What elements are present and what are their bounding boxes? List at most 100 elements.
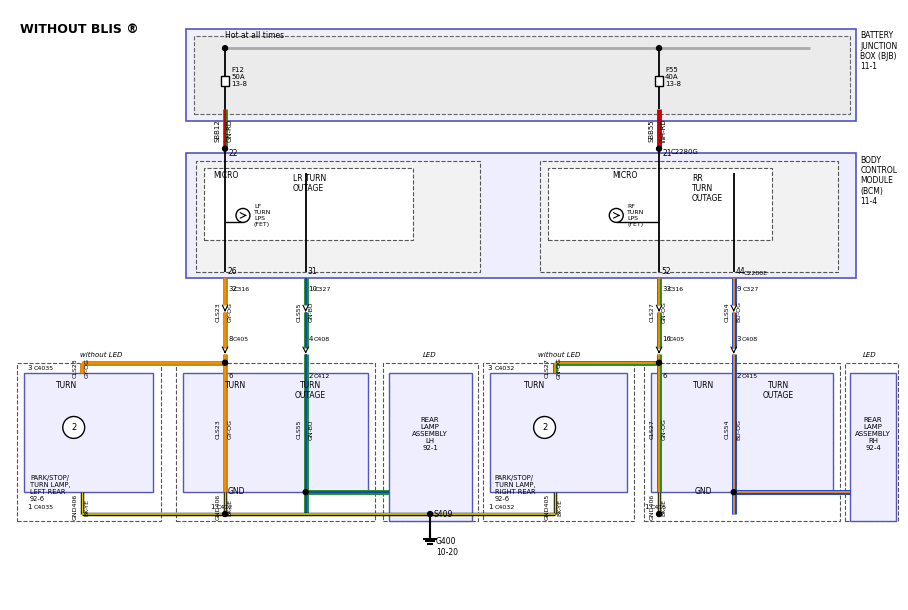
Bar <box>548 168 772 240</box>
Text: C408: C408 <box>742 337 758 342</box>
Text: Hot at all times: Hot at all times <box>225 31 284 40</box>
Text: C327: C327 <box>743 287 759 292</box>
Text: BK-YE: BK-YE <box>84 498 89 515</box>
Text: GN-RD: GN-RD <box>227 119 233 142</box>
Text: GY-OG: GY-OG <box>228 420 232 439</box>
Text: GN-BU: GN-BU <box>308 302 313 322</box>
Text: 9: 9 <box>736 286 741 292</box>
Circle shape <box>63 417 84 439</box>
Text: CLS27: CLS27 <box>545 358 550 378</box>
Bar <box>186 29 856 121</box>
Text: GND406: GND406 <box>649 494 655 520</box>
Text: 2: 2 <box>309 373 313 379</box>
Text: 1: 1 <box>27 504 32 510</box>
Text: GND405: GND405 <box>545 494 550 520</box>
Text: C4035: C4035 <box>34 505 54 510</box>
Text: 3: 3 <box>736 336 741 342</box>
Text: CLS23: CLS23 <box>215 420 221 439</box>
Text: 2: 2 <box>71 423 76 432</box>
Text: 31: 31 <box>308 267 317 276</box>
Bar <box>845 363 898 521</box>
Text: TURN: TURN <box>693 381 715 390</box>
Bar <box>186 152 856 278</box>
Text: 52: 52 <box>661 267 671 276</box>
Text: GN-OG: GN-OG <box>662 301 666 323</box>
Text: TURN
OUTAGE: TURN OUTAGE <box>295 381 326 400</box>
Text: 1: 1 <box>488 504 492 510</box>
Text: BK-YE: BK-YE <box>662 498 666 515</box>
Text: C316: C316 <box>234 287 250 292</box>
Text: BU-OG: BU-OG <box>736 301 741 323</box>
Text: C405: C405 <box>669 337 686 342</box>
Text: SBB55: SBB55 <box>648 120 654 142</box>
Text: PARK/STOP/
TURN LAMP,
RIGHT REAR
92-6: PARK/STOP/ TURN LAMP, RIGHT REAR 92-6 <box>495 475 536 502</box>
Text: LF
TURN
LPS
(FET): LF TURN LPS (FET) <box>254 204 271 226</box>
Bar <box>176 363 375 521</box>
Circle shape <box>428 512 432 517</box>
Text: BK-YE: BK-YE <box>557 498 562 515</box>
Text: GND406: GND406 <box>215 494 221 520</box>
Bar <box>194 36 850 114</box>
Text: CLS27: CLS27 <box>649 420 655 439</box>
Text: LR TURN
OUTAGE: LR TURN OUTAGE <box>292 174 326 193</box>
Circle shape <box>656 146 662 151</box>
Text: WITHOUT BLIS ®: WITHOUT BLIS ® <box>20 23 139 36</box>
Bar <box>651 373 834 492</box>
Text: GY-OG: GY-OG <box>228 302 232 322</box>
Bar <box>390 373 472 521</box>
Text: C2280E: C2280E <box>744 271 767 276</box>
Text: 44: 44 <box>735 267 745 276</box>
Text: C4032: C4032 <box>495 366 515 371</box>
Circle shape <box>222 146 228 151</box>
Text: MICRO: MICRO <box>213 171 239 179</box>
Text: G400
10-20: G400 10-20 <box>436 537 458 556</box>
Text: BK-YE: BK-YE <box>228 498 232 515</box>
Text: CLS55: CLS55 <box>296 420 301 439</box>
Circle shape <box>303 490 308 495</box>
Text: C412: C412 <box>217 505 233 510</box>
Text: 1: 1 <box>210 504 214 510</box>
Bar <box>489 373 627 492</box>
Text: TURN: TURN <box>56 381 77 390</box>
Bar <box>850 373 896 521</box>
Text: GN-OG: GN-OG <box>557 357 562 379</box>
Text: BODY
CONTROL
MODULE
(BCM)
11-4: BODY CONTROL MODULE (BCM) 11-4 <box>860 156 897 206</box>
Text: CLS54: CLS54 <box>725 302 729 322</box>
Text: 10: 10 <box>309 286 318 292</box>
Text: 26: 26 <box>227 267 237 276</box>
Text: F12
50A
13-8: F12 50A 13-8 <box>231 67 247 87</box>
Text: CLS55: CLS55 <box>296 302 301 321</box>
Circle shape <box>236 209 250 223</box>
Text: GN-BU: GN-BU <box>308 419 313 440</box>
Circle shape <box>534 417 556 439</box>
Text: PARK/STOP/
TURN LAMP,
LEFT REAR
92-6: PARK/STOP/ TURN LAMP, LEFT REAR 92-6 <box>30 475 71 502</box>
Text: CLS23: CLS23 <box>73 358 77 378</box>
Text: C327: C327 <box>315 287 331 292</box>
Text: BU-OG: BU-OG <box>736 419 741 440</box>
Text: 2: 2 <box>542 423 548 432</box>
Text: C415: C415 <box>651 505 667 510</box>
Text: 1: 1 <box>644 504 648 510</box>
Text: LED: LED <box>864 352 877 357</box>
Circle shape <box>656 361 662 365</box>
Bar <box>655 76 663 86</box>
Circle shape <box>609 209 623 223</box>
Text: C405: C405 <box>233 337 249 342</box>
Text: TURN
OUTAGE: TURN OUTAGE <box>763 381 794 400</box>
Bar <box>196 160 480 272</box>
Text: C415: C415 <box>742 374 758 379</box>
Text: 8: 8 <box>228 336 232 342</box>
Circle shape <box>656 46 662 51</box>
Text: GND: GND <box>696 487 713 496</box>
Bar <box>204 168 413 240</box>
Text: 3: 3 <box>488 365 492 371</box>
Bar <box>221 76 229 86</box>
Text: REAR
LAMP
ASSEMBLY
LH
92-1: REAR LAMP ASSEMBLY LH 92-1 <box>412 417 448 451</box>
Circle shape <box>222 361 228 365</box>
Text: BATTERY
JUNCTION
BOX (BJB)
11-1: BATTERY JUNCTION BOX (BJB) 11-1 <box>860 31 897 71</box>
Text: 6: 6 <box>228 373 232 379</box>
Text: RF
TURN
LPS
(FET): RF TURN LPS (FET) <box>627 204 645 226</box>
Bar <box>383 363 478 521</box>
Text: 22: 22 <box>228 149 238 158</box>
Circle shape <box>731 490 736 495</box>
